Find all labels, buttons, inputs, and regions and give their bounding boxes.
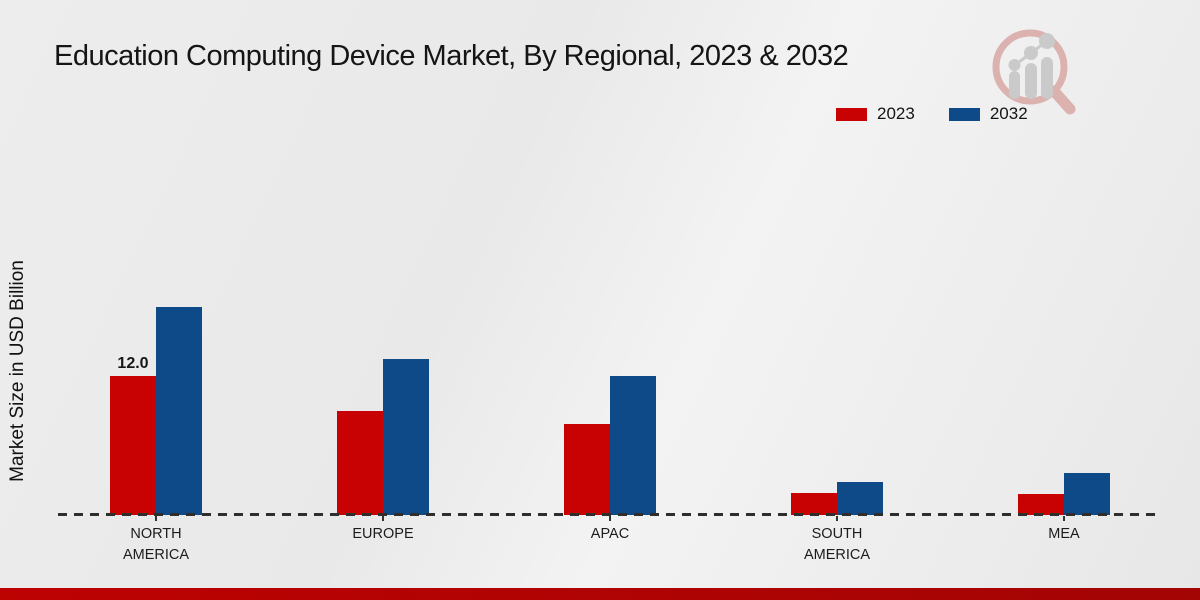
- legend-swatch-2023: [836, 107, 867, 121]
- footer-accent-bar: [0, 588, 1200, 600]
- bar-2032-north-america: [156, 307, 202, 515]
- bar-2023-europe: [337, 411, 383, 515]
- legend-label-2023: 2023: [877, 104, 915, 123]
- legend: 2023 2032: [836, 104, 1028, 124]
- x-tick-europe: [382, 516, 384, 521]
- y-axis-label: Market Size in USD Billion: [7, 260, 28, 482]
- x-tick-label-europe: EUROPE: [352, 526, 414, 542]
- bar-2032-mea: [1064, 473, 1110, 515]
- legend-item-2032: 2032: [948, 104, 1028, 124]
- legend-label-2032: 2032: [989, 104, 1028, 123]
- bar-2023-south-america: [791, 493, 837, 515]
- bar-value-label: 12.0: [117, 355, 149, 373]
- bar-2023-mea: [1018, 494, 1064, 515]
- bar-2032-europe: [383, 359, 429, 515]
- bar-2032-apac: [610, 376, 656, 515]
- x-tick-south-america: [836, 516, 838, 521]
- x-tick-label-north-america: NORTH AMERICA: [122, 526, 190, 564]
- x-tick-label-apac: APAC: [590, 526, 630, 542]
- x-tick-mea: [1063, 516, 1065, 521]
- x-tick-label-south-america: SOUTH AMERICA: [803, 526, 871, 564]
- chart-title: Education Computing Device Market, By Re…: [54, 40, 849, 72]
- x-tick-label-mea: MEA: [1048, 526, 1080, 542]
- legend-swatch-2032: [948, 107, 980, 121]
- bar-2023-apac: [564, 423, 610, 515]
- bar-2023-north-america: [110, 376, 156, 515]
- x-tick-north-america: [155, 516, 157, 521]
- x-tick-apac: [609, 516, 611, 521]
- magnifier-bar-chart-logo-icon: [992, 29, 1076, 115]
- bar-2032-south-america: [837, 481, 883, 515]
- legend-item-2023: 2023: [836, 104, 915, 124]
- zero-baseline: [58, 513, 1158, 516]
